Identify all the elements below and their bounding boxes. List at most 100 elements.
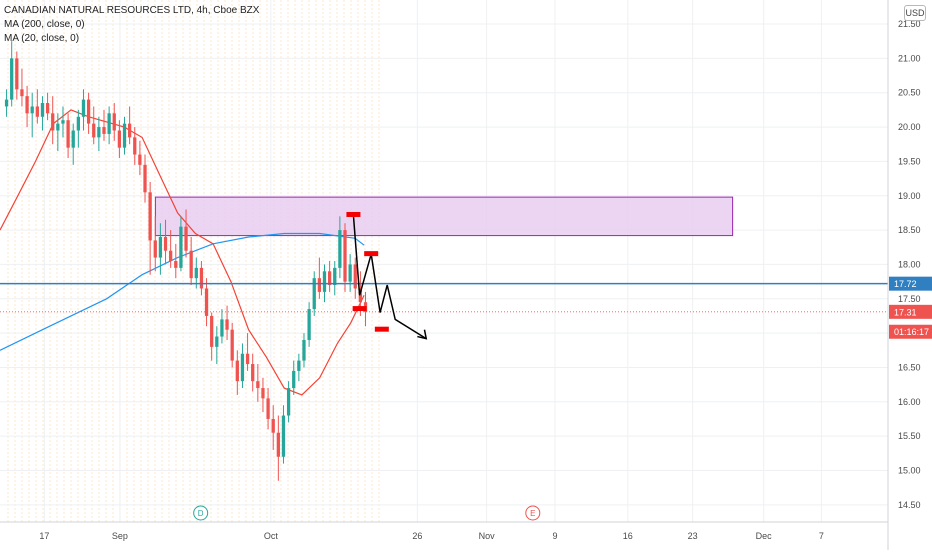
pivot-marker [352, 306, 367, 312]
candle-body [240, 353, 245, 382]
candle-body [169, 250, 173, 261]
candle-body [348, 264, 352, 282]
candle-body [204, 288, 209, 316]
x-tick-label: Nov [479, 531, 496, 541]
candle-body [45, 103, 50, 114]
event-marker-d [193, 505, 209, 521]
candle-body [194, 267, 198, 279]
candle-body [25, 96, 29, 114]
ma200-line [0, 232, 365, 351]
horizontal-line-label: 17.72 [894, 279, 917, 289]
candle-body [71, 130, 75, 148]
candle-body [245, 353, 250, 365]
candle-body [281, 415, 286, 457]
candle-body [338, 230, 342, 268]
candle-body [174, 261, 178, 268]
candle-body [327, 271, 332, 286]
candle-body [61, 120, 65, 124]
candle-body [210, 315, 214, 347]
candle-body [40, 103, 45, 117]
y-tick-label: 15.00 [898, 465, 921, 475]
candle-body [199, 267, 204, 289]
x-tick-label: 23 [688, 531, 698, 541]
x-tick-label: 16 [623, 531, 633, 541]
candle-body [251, 364, 255, 382]
candle-body [35, 106, 39, 117]
candle-body [230, 329, 234, 361]
y-tick-label: 18.50 [898, 225, 921, 235]
candle-body [97, 127, 101, 138]
candle-body [333, 267, 337, 286]
candle-body [4, 99, 9, 107]
y-tick-label: 19.50 [898, 156, 921, 166]
event-marker-label: D [198, 509, 204, 518]
x-tick-label: 7 [819, 531, 824, 541]
candle-body [76, 116, 80, 131]
candle-body [343, 230, 347, 282]
y-tick-label: 21.50 [898, 19, 921, 29]
y-tick-label: 21.00 [898, 53, 921, 63]
pivot-marker [364, 251, 379, 257]
candle-body [297, 360, 301, 371]
candle-body [10, 58, 14, 100]
resistance-zone [154, 196, 734, 237]
pivot-marker [346, 211, 361, 217]
y-tick-label: 16.00 [898, 397, 921, 407]
candle-body [15, 58, 19, 90]
candle-body [312, 278, 316, 310]
pivot-marker [374, 326, 389, 332]
symbol-title: CANADIAN NATURAL RESOURCES LTD, 4h, Cboe… [4, 5, 260, 16]
y-tick-label: 18.00 [898, 259, 921, 269]
y-tick-label: 19.00 [898, 191, 921, 201]
candle-body [256, 381, 260, 389]
candle-body [276, 432, 280, 457]
candle-body [353, 264, 357, 289]
candle-body [235, 360, 239, 382]
y-tick-label: 15.50 [898, 431, 921, 441]
candle-body [143, 164, 147, 193]
candle-body [117, 130, 122, 148]
candle-body [102, 127, 106, 134]
ma20-line [0, 109, 365, 396]
ma200-legend: MA (200, close, 0) [4, 19, 85, 30]
candle-body [179, 226, 183, 268]
candle-body [153, 240, 157, 258]
candle-body [261, 388, 265, 399]
candle-body [271, 418, 275, 433]
countdown-label-bg [889, 324, 932, 339]
candle-body [107, 113, 111, 134]
event-marker-e [525, 505, 541, 521]
candle-body [189, 250, 193, 279]
candle-body [317, 278, 322, 292]
event-marker-label: E [530, 509, 535, 518]
last-price-label: 17.31 [894, 307, 917, 317]
horizontal-line-label-bg [889, 276, 932, 291]
candle-body [307, 309, 311, 340]
y-tick-label: 20.00 [898, 122, 921, 132]
candle-body [138, 154, 142, 165]
candle-body [112, 113, 116, 131]
projection-path [352, 214, 427, 340]
countdown-label: 01:16:17 [894, 327, 929, 337]
candle-body [127, 123, 132, 138]
candle-body [56, 123, 60, 131]
candle-body [30, 106, 34, 114]
candle-body [286, 388, 291, 416]
candle-body [66, 120, 70, 148]
y-tick-label: 20.50 [898, 88, 921, 98]
candle-body [133, 137, 137, 155]
y-tick-label: 14.50 [898, 500, 921, 510]
candle-body [20, 89, 24, 97]
candle-body [81, 99, 86, 117]
candle-body [86, 99, 91, 124]
candle-body [148, 192, 152, 241]
chart-legend: CANADIAN NATURAL RESOURCES LTD, 4h, Cboe… [4, 4, 259, 46]
candle-body [322, 271, 327, 292]
y-tick-label: 17.50 [898, 294, 921, 304]
currency-badge[interactable]: USD [904, 5, 926, 21]
x-tick-label: Sep [112, 531, 128, 541]
candle-body [225, 319, 229, 330]
candle-body [220, 319, 224, 337]
